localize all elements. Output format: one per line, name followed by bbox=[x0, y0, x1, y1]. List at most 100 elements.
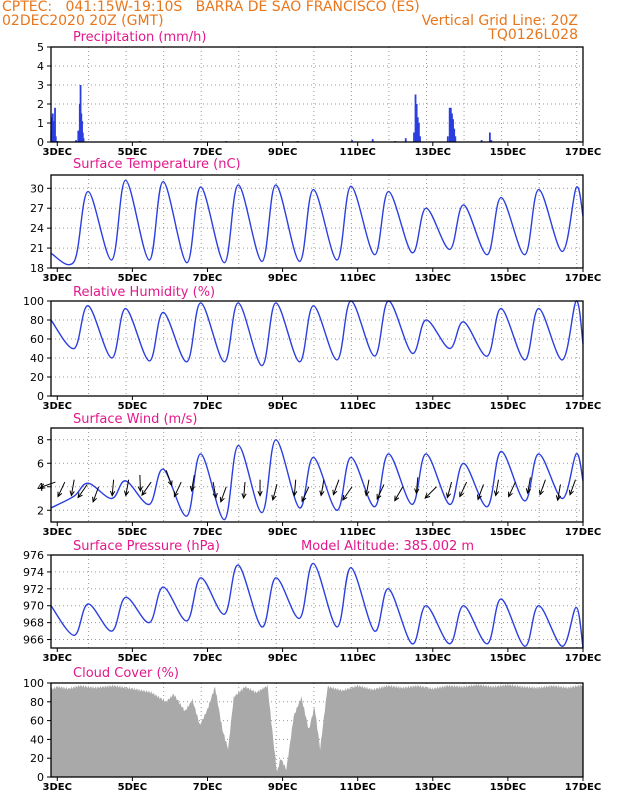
wind-arrowhead bbox=[109, 490, 116, 497]
x-tick-label: 5DEC bbox=[118, 527, 147, 538]
wind-vector bbox=[77, 484, 88, 498]
x-tick-label: 7DEC bbox=[193, 401, 222, 412]
precip-bar bbox=[448, 107, 451, 142]
panel-4: 966 968 970 972 974 976 3DEC 5DEC 7DEC 9DEC 11DEC 1… bbox=[23, 539, 601, 664]
wind-arrowhead bbox=[539, 489, 544, 496]
wind-vector bbox=[424, 486, 437, 499]
x-tick-label: 7DEC bbox=[193, 653, 222, 664]
panel-frame bbox=[50, 300, 584, 397]
panel-title: Surface Temperature (nC) bbox=[73, 157, 241, 172]
y-tick-label: 60 bbox=[30, 715, 44, 728]
precip-bar bbox=[417, 123, 420, 142]
wind-vector bbox=[342, 486, 353, 501]
x-tick-label: 3DEC bbox=[43, 782, 72, 793]
x-tick-label: 17DEC bbox=[565, 653, 601, 664]
x-tick-label: 11DEC bbox=[339, 782, 375, 793]
wind-vector bbox=[139, 474, 141, 492]
panel-frame bbox=[50, 427, 584, 523]
x-tick-label: 5DEC bbox=[118, 782, 147, 793]
y-tick-label: 972 bbox=[23, 583, 44, 596]
y-tick-label: 1 bbox=[37, 117, 44, 130]
precip-bar bbox=[75, 140, 77, 142]
precip-bar bbox=[404, 138, 407, 142]
cloud-area bbox=[50, 683, 584, 777]
x-tick-label: 5DEC bbox=[118, 653, 147, 664]
precip-bar bbox=[488, 132, 491, 142]
wind-vector bbox=[365, 479, 370, 496]
y-tick-label: 100 bbox=[23, 677, 44, 690]
wind-vector bbox=[212, 481, 217, 498]
y-tick-label: 976 bbox=[23, 549, 44, 562]
precip-bar bbox=[451, 113, 453, 142]
y-tick-label: 20 bbox=[30, 371, 44, 384]
wind-vector bbox=[272, 484, 278, 500]
panel-0: 0 1 2 3 4 5 3DEC 5DEC 7DEC 9DEC 11DEC 13DEC 15DEC 17D… bbox=[37, 30, 601, 158]
panel-title: Surface Wind (m/s) bbox=[73, 412, 197, 427]
x-tick-label: 15DEC bbox=[490, 527, 526, 538]
x-tick-label: 9DEC bbox=[268, 782, 297, 793]
y-tick-label: 27 bbox=[30, 202, 44, 215]
panel-2: 0 20 40 60 80 100 3DEC 5DEC 7DEC 9DEC 11DEC 13DEC 15… bbox=[23, 285, 601, 412]
wind-arrowhead bbox=[39, 483, 46, 489]
series-line bbox=[50, 439, 584, 521]
precip-bar bbox=[419, 136, 421, 142]
precip-bar bbox=[54, 136, 57, 142]
wind-vector bbox=[394, 486, 404, 501]
wind-arrowhead bbox=[332, 489, 338, 496]
x-tick-label: 5DEC bbox=[118, 401, 147, 412]
model-id: TQ0126L028 bbox=[488, 27, 578, 43]
wind-arrowhead bbox=[257, 490, 263, 497]
series-line bbox=[50, 300, 584, 367]
wind-arrowhead bbox=[555, 495, 562, 502]
panel-frame bbox=[50, 682, 584, 778]
wind-arrowhead bbox=[319, 490, 325, 497]
x-tick-label: 17DEC bbox=[565, 401, 601, 412]
y-tick-label: 20 bbox=[30, 752, 44, 765]
x-tick-label: 13DEC bbox=[415, 401, 451, 412]
y-tick-label: 966 bbox=[23, 634, 44, 647]
wind-vector bbox=[539, 479, 546, 495]
panel-frame bbox=[50, 46, 584, 143]
x-tick-label: 15DEC bbox=[490, 147, 526, 158]
y-tick-label: 970 bbox=[23, 600, 44, 613]
precip-bar bbox=[414, 94, 417, 142]
x-tick-label: 3DEC bbox=[43, 653, 72, 664]
precip-bar bbox=[77, 130, 80, 142]
wind-arrowhead bbox=[477, 494, 482, 501]
precip-bar bbox=[81, 132, 84, 142]
x-tick-label: 7DEC bbox=[193, 147, 222, 158]
wind-arrowhead bbox=[173, 491, 179, 498]
x-tick-label: 11DEC bbox=[339, 653, 375, 664]
y-tick-label: 4 bbox=[37, 60, 44, 73]
wind-vector bbox=[173, 481, 182, 497]
wind-arrowhead bbox=[525, 488, 531, 495]
y-tick-label: 2 bbox=[37, 98, 44, 111]
x-tick-label: 15DEC bbox=[490, 653, 526, 664]
x-tick-label: 17DEC bbox=[565, 527, 601, 538]
y-tick-label: 80 bbox=[30, 696, 44, 709]
x-tick-label: 15DEC bbox=[490, 782, 526, 793]
y-tick-label: 18 bbox=[30, 262, 44, 275]
wind-vector bbox=[165, 470, 173, 486]
x-tick-label: 11DEC bbox=[339, 401, 375, 412]
wind-vector bbox=[415, 477, 419, 494]
y-tick-label: 40 bbox=[30, 733, 44, 746]
wind-vector bbox=[459, 481, 468, 497]
x-tick-label: 13DEC bbox=[415, 273, 451, 284]
wind-vector bbox=[57, 481, 66, 497]
precip-bar bbox=[413, 132, 415, 142]
x-tick-label: 13DEC bbox=[415, 653, 451, 664]
wind-arrowhead bbox=[167, 480, 173, 487]
wind-vector bbox=[293, 479, 297, 496]
x-tick-label: 3DEC bbox=[43, 401, 72, 412]
wind-arrowhead bbox=[137, 486, 143, 493]
panel-frame bbox=[50, 174, 584, 269]
y-tick-label: 21 bbox=[30, 242, 44, 255]
wind-vector bbox=[527, 477, 531, 494]
wind-vector bbox=[243, 482, 246, 499]
wind-arrowhead bbox=[271, 494, 277, 502]
wind-arrowhead bbox=[376, 493, 382, 500]
x-tick-label: 7DEC bbox=[193, 782, 222, 793]
